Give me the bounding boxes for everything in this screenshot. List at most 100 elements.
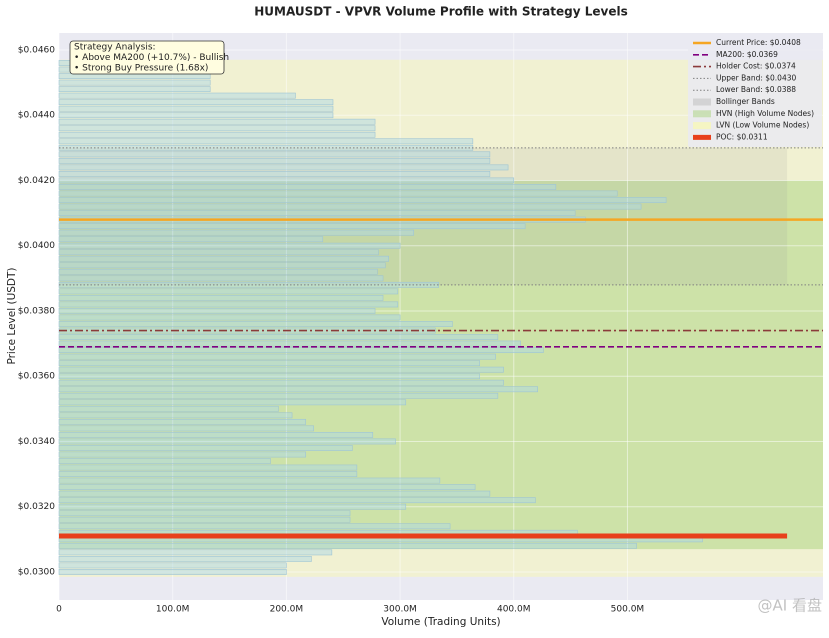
legend-swatch	[693, 98, 711, 106]
x-tick-label: 0	[56, 605, 62, 615]
x-axis-label: Volume (Trading Units)	[381, 616, 500, 628]
volume-bar	[58, 236, 324, 243]
volume-bar	[58, 210, 576, 216]
volume-bar	[58, 366, 504, 373]
x-tick-label: 500.0M	[611, 605, 645, 615]
y-tick-label: $0.0360	[18, 372, 55, 382]
volume-bar	[58, 79, 211, 86]
volume-bar	[58, 118, 376, 125]
volume-bar	[58, 197, 667, 203]
volume-bar	[58, 399, 407, 406]
volume-bar	[58, 171, 491, 177]
volume-bar	[58, 490, 491, 497]
y-tick-label: $0.0380	[18, 306, 55, 316]
legend-box	[688, 36, 822, 147]
volume-bar	[58, 340, 521, 347]
volume-bar	[58, 223, 526, 230]
x-tick-label: 400.0M	[497, 605, 531, 615]
y-tick-label: $0.0440	[18, 111, 55, 121]
x-tick-label: 200.0M	[270, 605, 304, 615]
volume-bar	[58, 373, 480, 380]
volume-bar	[58, 503, 407, 510]
volume-bar	[58, 190, 618, 197]
volume-bar	[58, 392, 499, 399]
annotation-text: • Strong Buy Pressure (1.68x)	[74, 64, 208, 74]
volume-bar	[58, 308, 376, 314]
volume-bar	[58, 249, 379, 256]
volume-bar	[58, 510, 351, 517]
chart-title: HUMAUSDT - VPVR Volume Profile with Stra…	[254, 5, 627, 19]
volume-bar	[58, 177, 515, 184]
volume-bar	[58, 125, 376, 132]
y-tick-label: $0.0300	[18, 567, 55, 577]
volume-bar	[58, 464, 358, 471]
x-tick-label: 100.0M	[156, 605, 190, 615]
y-tick-label: $0.0420	[18, 176, 55, 186]
volume-bar	[58, 105, 334, 112]
volume-bar	[58, 432, 374, 438]
volume-bar	[58, 386, 538, 393]
volume-bar	[58, 301, 399, 308]
y-tick-label: $0.0340	[18, 437, 55, 447]
volume-bar	[58, 164, 509, 171]
volume-bar	[58, 92, 296, 99]
volume-bar	[58, 451, 307, 458]
legend-swatch	[693, 122, 711, 130]
volume-bar	[58, 360, 480, 367]
bollinger-band	[59, 147, 788, 285]
volume-bar	[58, 458, 271, 464]
volume-bar	[58, 242, 401, 249]
volume-bar	[58, 484, 476, 491]
y-tick-label: $0.0400	[18, 241, 55, 251]
volume-bar	[58, 151, 491, 158]
volume-bar	[58, 275, 384, 282]
legend-swatch	[693, 110, 711, 118]
legend-label: POC: $0.0311	[716, 132, 768, 141]
volume-bar	[58, 229, 415, 236]
legend-label: MA200: $0.0369	[716, 50, 778, 59]
y-tick-label: $0.0320	[18, 502, 55, 512]
legend-label: Current Price: $0.0408	[716, 38, 801, 47]
x-tick-label: 300.0M	[383, 605, 417, 615]
volume-bar	[58, 549, 333, 556]
legend-label: HVN (High Volume Nodes)	[716, 109, 814, 118]
volume-bar	[58, 445, 353, 451]
volume-bar	[58, 418, 307, 425]
y-tick-label: $0.0460	[18, 45, 55, 55]
volume-bar	[58, 86, 211, 93]
volume-bar	[58, 184, 557, 190]
volume-bar	[58, 523, 451, 530]
legend-label: Bollinger Bands	[716, 97, 775, 106]
volume-bar	[58, 157, 491, 164]
volume-bar	[58, 255, 390, 262]
volume-bar	[58, 405, 279, 412]
volume-bar	[58, 262, 386, 269]
volume-bar	[58, 497, 536, 504]
volume-bar	[58, 516, 351, 523]
annotation-box	[69, 40, 225, 75]
volume-bar	[58, 412, 293, 419]
annotation-text: Strategy Analysis:	[74, 43, 156, 53]
volume-bar	[58, 353, 496, 360]
volume-bar	[58, 347, 544, 354]
volume-bar	[58, 203, 642, 210]
volume-bar	[58, 138, 474, 145]
volume-bar	[58, 99, 334, 106]
legend-label: Upper Band: $0.0430	[716, 73, 797, 82]
volume-bar	[58, 288, 399, 295]
volume-bar	[58, 471, 358, 477]
volume-bar	[58, 314, 401, 321]
y-axis-label: Price Level (USDT)	[6, 267, 18, 364]
legend-label: LVN (Low Volume Nodes)	[716, 121, 809, 130]
volume-bar	[58, 294, 384, 301]
volume-bar	[58, 555, 312, 562]
volume-bar	[58, 131, 376, 138]
annotation-text: • Above MA200 (+10.7%) - Bullish	[74, 53, 229, 63]
volume-bar	[58, 569, 287, 575]
volume-bar	[58, 542, 637, 549]
volume-bar	[58, 477, 441, 484]
legend-label: Holder Cost: $0.0374	[716, 62, 796, 71]
volume-bar	[58, 562, 287, 569]
legend-label: Lower Band: $0.0388	[716, 85, 796, 94]
